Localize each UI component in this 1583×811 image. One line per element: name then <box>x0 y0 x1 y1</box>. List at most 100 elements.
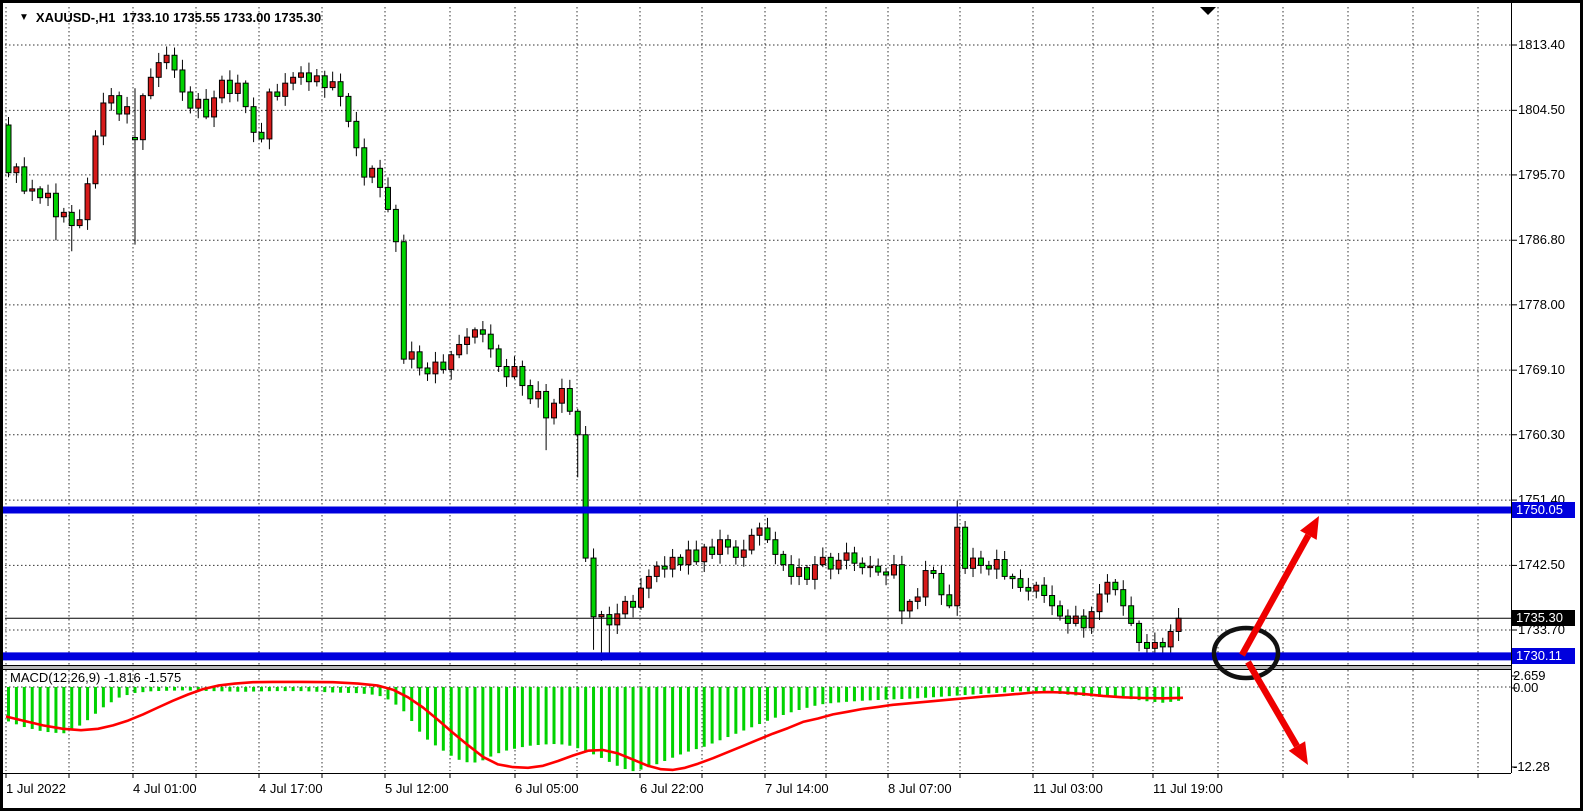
macd-histogram-bar <box>552 687 556 745</box>
macd-histogram-bar <box>655 687 659 765</box>
macd-histogram-bar <box>773 687 777 718</box>
candle-body <box>195 98 202 109</box>
candle-body <box>290 76 297 84</box>
macd-histogram-bar <box>1018 687 1022 692</box>
candle-body <box>52 192 59 218</box>
price-axis-label: 1742.50 <box>1518 557 1565 573</box>
macd-histogram-bar <box>109 687 113 703</box>
candle-body <box>76 219 83 227</box>
macd-histogram-bar <box>418 687 422 732</box>
candle-body <box>440 361 447 370</box>
bullish-arrow-head[interactable] <box>1300 516 1319 540</box>
macd-histogram-bar <box>1003 687 1007 693</box>
macd-histogram-bar <box>315 687 319 692</box>
macd-histogram-bar <box>694 687 698 750</box>
candle-body <box>1167 630 1174 648</box>
candle-body <box>211 97 218 118</box>
candle-body <box>29 188 36 192</box>
symbol-dropdown-icon[interactable]: ▼ <box>19 11 29 23</box>
macd-histogram-bar <box>845 687 849 702</box>
macd-histogram-bar <box>236 687 240 692</box>
candle-body <box>1096 593 1103 613</box>
macd-histogram-bar <box>149 687 153 692</box>
macd-histogram-bar <box>394 687 398 705</box>
macd-histogram-bar <box>647 687 651 768</box>
candle-body <box>68 211 75 227</box>
macd-histogram-bar <box>947 687 951 697</box>
current-price-tag: 1735.30 <box>1512 610 1575 627</box>
level-price-tag: 1750.05 <box>1512 501 1575 518</box>
candle-body <box>1143 641 1150 649</box>
candle-body <box>590 557 597 618</box>
candle-body <box>392 208 399 243</box>
time-axis-label: 1 Jul 2022 <box>6 781 66 796</box>
candle-body <box>400 241 407 360</box>
candle-body <box>321 75 328 89</box>
macd-histogram-bar <box>331 687 335 693</box>
level-price-tag: 1730.11 <box>1512 648 1575 665</box>
candle-body <box>709 546 716 555</box>
candle-body <box>606 614 613 626</box>
candle-body <box>503 365 510 378</box>
candle-body <box>337 81 344 97</box>
macd-histogram-bar <box>599 687 603 758</box>
macd-histogram-bar <box>22 687 26 728</box>
candle-body <box>361 147 368 178</box>
bearish-arrow[interactable] <box>1245 660 1300 748</box>
candle-body <box>1064 615 1071 624</box>
macd-histogram-bar <box>489 687 493 757</box>
candle-body <box>1112 581 1119 591</box>
candle-body <box>218 79 225 99</box>
macd-histogram-bar <box>1177 687 1181 701</box>
candle-body <box>938 572 945 596</box>
macd-histogram-bar <box>1058 687 1062 694</box>
candle-body <box>630 600 637 608</box>
macd-histogram-bar <box>1105 687 1109 698</box>
macd-histogram-bar <box>173 687 177 691</box>
macd-histogram-bar <box>299 687 303 692</box>
time-axis-label: 6 Jul 22:00 <box>640 781 704 796</box>
time-axis-label: 11 Jul 19:00 <box>1153 781 1223 796</box>
macd-histogram-bar <box>536 687 540 745</box>
panel-separator[interactable] <box>3 666 1511 669</box>
macd-histogram-bar <box>963 687 967 696</box>
macd-histogram-bar <box>924 687 928 698</box>
macd-histogram-bar <box>702 687 706 747</box>
bullish-arrow[interactable] <box>1239 533 1312 657</box>
candle-body <box>527 385 534 400</box>
candle-body <box>993 559 1000 570</box>
macd-histogram-bar <box>932 687 936 698</box>
macd-histogram-bar <box>892 687 896 700</box>
macd-histogram-bar <box>852 687 856 702</box>
candle-body <box>416 351 423 369</box>
candle-body <box>147 76 154 97</box>
bearish-arrow-head[interactable] <box>1288 741 1308 765</box>
candle-body <box>282 82 289 97</box>
candle-body <box>811 564 818 580</box>
macd-histogram-bar <box>141 687 145 693</box>
macd-histogram-bar <box>908 687 912 699</box>
macd-histogram-bar <box>615 687 619 766</box>
macd-histogram-bar <box>512 687 516 749</box>
candle-body <box>345 95 352 122</box>
candle-body <box>551 402 558 419</box>
macd-histogram-bar <box>1137 687 1141 701</box>
candle-body <box>954 526 961 607</box>
macd-histogram-bar <box>370 687 374 695</box>
candle-body <box>377 167 384 188</box>
macd-histogram-bar <box>758 687 762 725</box>
candle-body <box>124 106 131 115</box>
price-axis-label: 1813.40 <box>1518 37 1565 52</box>
macd-histogram-bar <box>7 687 10 722</box>
chart-canvas[interactable] <box>3 3 1580 808</box>
macd-histogram-bar <box>995 687 999 693</box>
candle-body <box>804 567 811 580</box>
candle-body <box>614 613 621 626</box>
highlight-ellipse[interactable] <box>1211 625 1281 681</box>
candle-body <box>1175 617 1182 632</box>
macd-histogram-bar <box>362 687 366 694</box>
macd-histogram-bar <box>710 687 714 744</box>
candle-body <box>946 594 953 607</box>
candle-body <box>384 186 391 210</box>
candle-body <box>1033 584 1040 592</box>
